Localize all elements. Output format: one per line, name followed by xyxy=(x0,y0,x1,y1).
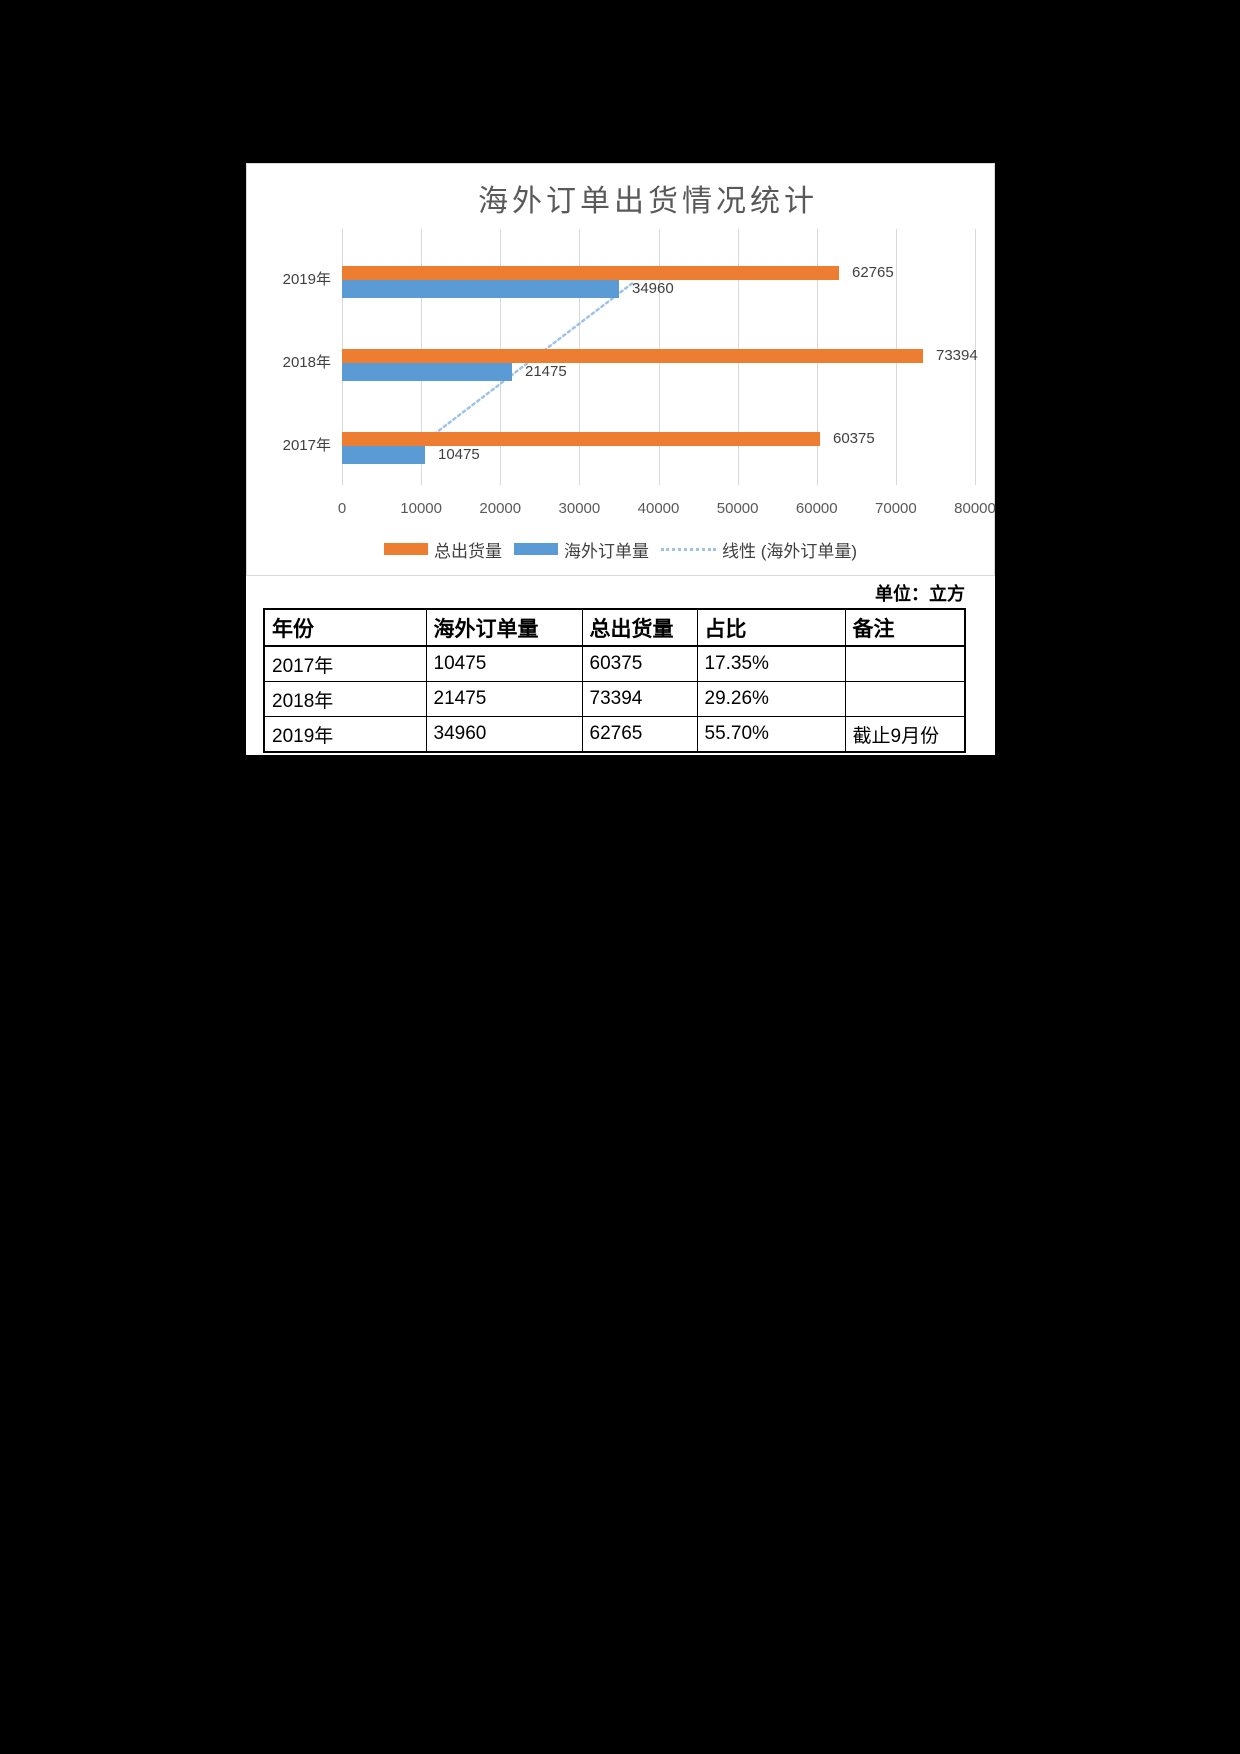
table-row: 2017年 10475 60375 17.35% xyxy=(263,645,966,682)
bar-总出货量-2017年 xyxy=(342,432,820,446)
bar-总出货量-2019年 xyxy=(342,266,839,280)
legend-entry-total: 总出货量 xyxy=(383,537,502,562)
cell-overseas-orders: 10475 xyxy=(425,645,583,682)
legend-label-total: 总出货量 xyxy=(433,541,502,561)
legend-entry-overseas: 海外订单量 xyxy=(513,537,649,562)
bar-value-label: 21475 xyxy=(525,363,567,380)
document-page: 海外订单出货情况统计 62765 73394 60375 34960 21475 1047… xyxy=(246,163,996,755)
chart-title: 海外订单出货情况统计 xyxy=(478,185,818,218)
table-row: 2019年 34960 62765 55.70% 截止9月份 xyxy=(263,716,966,753)
legend-swatch-trendline-icon xyxy=(660,547,716,551)
gridline xyxy=(975,229,976,485)
cell-total-shipment: 73394 xyxy=(581,681,698,717)
x-axis-tick-label: 60000 xyxy=(795,500,838,517)
header-total-shipment: 总出货量 xyxy=(581,608,698,647)
chart-legend: 总出货量 海外订单量 线性 (海外订单量) xyxy=(247,536,994,562)
x-axis-tick-label: 40000 xyxy=(637,500,680,517)
cell-total-shipment: 62765 xyxy=(581,716,698,753)
plot-area: 62765 73394 60375 34960 21475 10475 xyxy=(342,229,978,485)
cell-total-shipment: 60375 xyxy=(581,645,698,682)
cell-ratio: 29.26% xyxy=(696,681,846,717)
table-section: 单位：立方 年份 海外订单量 总出货量 占比 备注 2017年 10475 60… xyxy=(246,576,995,755)
cell-year: 2017年 xyxy=(263,645,427,682)
x-axis-tick-label: 80000 xyxy=(954,500,996,517)
bar-海外订单量-2018年 xyxy=(342,363,512,381)
bar-value-label: 60375 xyxy=(833,430,875,447)
cell-overseas-orders: 34960 xyxy=(425,716,583,753)
x-axis-tick-label: 70000 xyxy=(875,500,917,517)
data-table: 年份 海外订单量 总出货量 占比 备注 2017年 10475 60375 17… xyxy=(263,608,966,753)
cell-remark: 截止9月份 xyxy=(844,716,966,753)
legend-swatch-overseas-icon xyxy=(513,543,558,555)
trendline xyxy=(418,280,636,447)
cell-overseas-orders: 21475 xyxy=(425,681,583,717)
bar-海外订单量-2017年 xyxy=(342,446,425,464)
header-remark: 备注 xyxy=(844,608,966,647)
cell-year: 2019年 xyxy=(263,716,427,753)
legend-entry-trend: 线性 (海外订单量) xyxy=(660,537,858,562)
category-label: 2018年 xyxy=(282,354,331,371)
x-axis-tick-label: 0 xyxy=(337,500,347,517)
bar-value-label: 73394 xyxy=(936,347,978,364)
category-label: 2017年 xyxy=(282,437,331,454)
bar-总出货量-2018年 xyxy=(342,349,923,363)
cell-year: 2018年 xyxy=(263,681,427,717)
cell-ratio: 55.70% xyxy=(696,716,846,753)
x-axis-tick-label: 30000 xyxy=(558,500,601,517)
table-header-row: 年份 海外订单量 总出货量 占比 备注 xyxy=(263,608,966,647)
header-ratio: 占比 xyxy=(696,608,846,647)
chart-panel: 海外订单出货情况统计 62765 73394 60375 34960 21475 1047… xyxy=(246,163,996,576)
x-axis-tick-label: 50000 xyxy=(716,500,759,517)
cell-remark xyxy=(844,645,966,682)
category-label: 2019年 xyxy=(282,271,331,288)
unit-label: 单位：立方 xyxy=(875,584,965,604)
bar-value-label: 34960 xyxy=(632,280,674,297)
legend-label-trend: 线性 (海外订单量) xyxy=(721,541,858,561)
x-axis-tick-label: 20000 xyxy=(479,500,522,517)
x-axis-tick-label: 10000 xyxy=(400,500,442,517)
legend-swatch-total-icon xyxy=(383,543,428,555)
header-overseas-orders: 海外订单量 xyxy=(425,608,583,647)
bar-value-label: 62765 xyxy=(852,264,894,281)
bar-value-label: 10475 xyxy=(438,446,480,463)
cell-ratio: 17.35% xyxy=(696,645,846,682)
table-row: 2018年 21475 73394 29.26% xyxy=(263,681,966,717)
bar-海外订单量-2019年 xyxy=(342,280,619,298)
legend-label-overseas: 海外订单量 xyxy=(563,541,649,561)
header-year: 年份 xyxy=(263,608,427,647)
cell-remark xyxy=(844,681,966,717)
